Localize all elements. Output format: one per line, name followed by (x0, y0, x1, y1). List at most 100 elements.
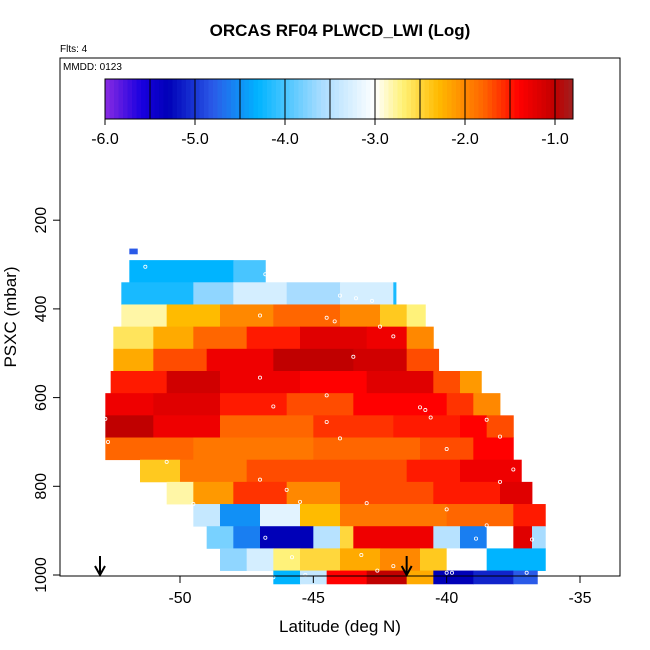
colorbar-swatch (231, 79, 236, 119)
colorbar-swatch (406, 79, 412, 119)
sample-point (444, 447, 449, 452)
heatmap-cell (129, 248, 138, 255)
heatmap-cell (193, 282, 234, 305)
colorbar-swatch (118, 79, 124, 119)
heatmap-cell (233, 481, 288, 505)
sample-point (257, 375, 262, 380)
y-tick-label: 400 (33, 295, 50, 322)
colorbar-swatch (339, 79, 344, 119)
colorbar-swatch (199, 79, 205, 119)
heatmap-cell (486, 548, 546, 571)
colorbar-swatch (154, 79, 160, 119)
colorbar-swatch (397, 79, 403, 119)
colorbar-swatch (325, 79, 331, 119)
colorbar-swatch (141, 79, 146, 119)
sample-point (444, 570, 449, 575)
flight-marker-arrow (400, 556, 413, 578)
colorbar-swatch (150, 79, 155, 119)
colorbar-swatch (294, 79, 299, 119)
sample-point (332, 319, 337, 324)
colorbar-swatch (564, 79, 569, 119)
sample-point (257, 477, 262, 482)
heatmap-cell (153, 326, 194, 350)
colorbar-swatch (276, 79, 281, 119)
colorbar-swatch (235, 79, 241, 119)
colorbar-swatch (217, 79, 223, 119)
heatmap-cell (353, 348, 408, 372)
sample-point (257, 313, 262, 318)
heatmap-cell (113, 348, 154, 372)
colorbar-swatch (523, 79, 529, 119)
heatmap-cell (246, 326, 301, 350)
sample-point (530, 537, 535, 542)
sample-point (337, 436, 342, 441)
colorbar-swatch (289, 79, 295, 119)
heatmap-cell (500, 481, 533, 505)
colorbar-swatch (109, 79, 115, 119)
colorbar-swatch (172, 79, 178, 119)
colorbar-swatch (285, 79, 290, 119)
colorbar-swatch (357, 79, 362, 119)
plot-area (94, 248, 546, 585)
colorbar-swatch (402, 79, 407, 119)
heatmap-cell (446, 504, 514, 527)
sample-point (375, 568, 380, 573)
y-tick-label: 800 (33, 473, 50, 500)
heatmap-cell (166, 304, 221, 328)
heatmap-cell (300, 504, 341, 527)
heatmap-cell (153, 415, 221, 438)
heatmap-cell (340, 282, 394, 305)
colorbar-swatch (271, 79, 277, 119)
colorbar-swatch (321, 79, 326, 119)
heatmap-cell (460, 415, 488, 438)
flight-count-label: Flts: 4 (60, 44, 88, 55)
sample-point (428, 415, 433, 420)
sample-point (497, 479, 502, 484)
colorbar-swatch (204, 79, 209, 119)
colorbar-swatch (222, 79, 227, 119)
sample-point (324, 393, 329, 398)
colorbar-swatch (433, 79, 439, 119)
heatmap-cell (406, 304, 426, 328)
colorbar-swatch (114, 79, 119, 119)
colorbar-swatch (343, 79, 349, 119)
colorbar-frame (104, 78, 574, 120)
heatmap-cell (105, 415, 154, 438)
heatmap-cell (446, 548, 488, 571)
colorbar-swatch (253, 79, 259, 119)
heatmap-cell (153, 348, 208, 372)
colorbar-swatch (474, 79, 479, 119)
heatmap-cell (220, 415, 314, 438)
colorbar-swatch (510, 79, 515, 119)
heatmap-cell (233, 260, 266, 283)
heatmap-cell (340, 481, 434, 505)
colorbar-tick-label: -4.0 (271, 131, 299, 148)
plot-frame (59, 57, 621, 577)
heatmap-cell (193, 504, 221, 527)
heatmap-cell (340, 304, 381, 328)
x-axis-label: Latitude (deg N) (279, 617, 401, 636)
sample-point (191, 502, 196, 507)
heatmap-cell (353, 526, 434, 549)
heatmap-cell (193, 481, 234, 505)
sample-point (391, 564, 396, 569)
sample-point (484, 417, 489, 422)
heatmap-cell (366, 570, 408, 585)
sample-point (103, 416, 108, 421)
sample-point (351, 354, 356, 359)
colorbar-swatch (370, 79, 376, 119)
colorbar-swatch (496, 79, 502, 119)
colorbar-swatch (240, 79, 245, 119)
heatmap-cell (380, 548, 421, 571)
colorbar-swatch (213, 79, 218, 119)
sample-point (324, 419, 329, 424)
heatmap-cell (121, 304, 168, 328)
sample-point (497, 434, 502, 439)
colorbar-swatch (267, 79, 272, 119)
heatmap-cell (246, 548, 274, 571)
sample-point (484, 523, 489, 528)
heatmap-cell (260, 526, 314, 549)
heatmap-cell (286, 481, 341, 505)
heatmap-cell (105, 437, 194, 461)
x-tick-label: -45 (302, 590, 325, 607)
